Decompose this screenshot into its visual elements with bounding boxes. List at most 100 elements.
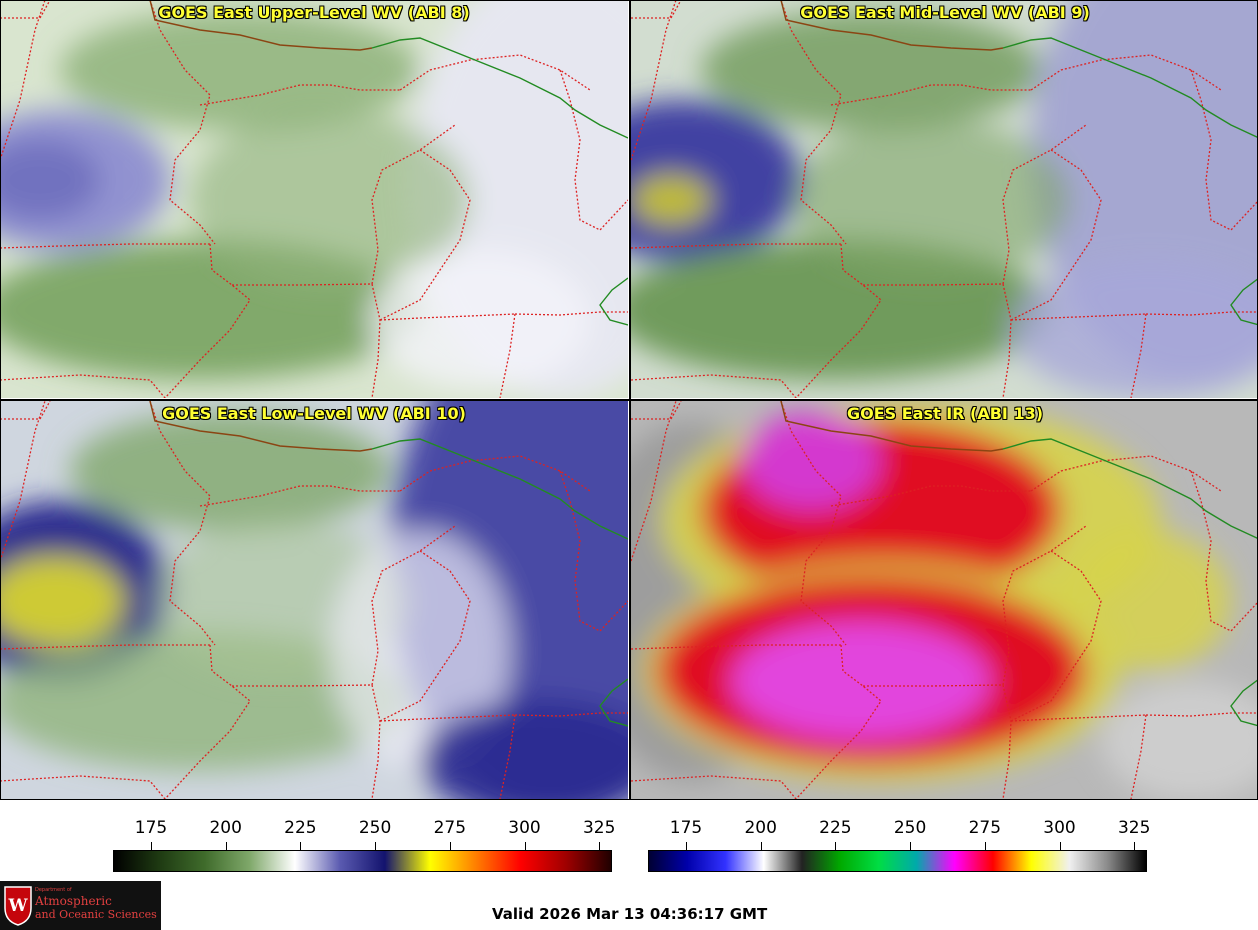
logo-line1: Atmospheric bbox=[35, 894, 112, 908]
state-boundary bbox=[1190, 69, 1258, 231]
state-boundary bbox=[0, 0, 51, 19]
panel-divider-horizontal bbox=[0, 399, 1258, 401]
colorbar-tick-label: 325 bbox=[1117, 818, 1151, 838]
map-mid-level-wv bbox=[631, 0, 1258, 398]
state-boundary bbox=[631, 374, 797, 398]
cloud-feature bbox=[0, 556, 125, 646]
state-boundary bbox=[795, 644, 882, 799]
colorbar-tick-mark bbox=[300, 842, 302, 850]
colorbar-tick-mark bbox=[910, 842, 912, 850]
logo-line2: and Oceanic Sciences bbox=[35, 908, 157, 921]
colorbar-tick-mark bbox=[225, 842, 227, 850]
panel-ir: GOES East IR (ABI 13) bbox=[631, 401, 1258, 799]
state-boundary bbox=[1002, 124, 1087, 285]
map-upper-level-wv bbox=[0, 0, 628, 398]
ir-colorbar-ticks: 175 200 225 250 275 300 325 bbox=[648, 818, 1150, 850]
colorbar-tick-mark bbox=[151, 842, 152, 850]
valid-time: Valid 2026 Mar 13 04:36:17 GMT bbox=[492, 905, 768, 923]
colorbar-tick-label: 200 bbox=[209, 818, 242, 838]
colorbar-tick-mark bbox=[1059, 842, 1061, 850]
colorbar-tick-label: 225 bbox=[284, 818, 317, 838]
cloud-feature bbox=[0, 140, 100, 220]
colorbar-tick-mark bbox=[375, 842, 377, 850]
state-boundary bbox=[1145, 311, 1258, 316]
uw-crest-icon: W bbox=[4, 886, 32, 926]
state-boundary bbox=[1030, 455, 1222, 492]
state-boundary bbox=[1010, 714, 1147, 722]
coast-boundary bbox=[599, 678, 628, 727]
colorbar-tick-label: 175 bbox=[669, 818, 703, 838]
state-boundary bbox=[1130, 313, 1147, 398]
state-boundary bbox=[631, 775, 797, 799]
state-boundary bbox=[499, 714, 516, 799]
coast-boundary bbox=[599, 277, 628, 326]
colorbar-tick-mark bbox=[449, 842, 451, 850]
colorbar-tick-label: 250 bbox=[893, 818, 927, 838]
cloud-feature bbox=[791, 120, 1071, 280]
state-boundary bbox=[795, 243, 882, 398]
country-boundary bbox=[149, 0, 373, 51]
ir-colorbar bbox=[648, 850, 1147, 872]
panel-low-level-wv: GOES East Low-Level WV (ABI 10) bbox=[0, 401, 628, 799]
colorbar-tick-label: 225 bbox=[819, 818, 852, 838]
coast-boundary bbox=[1230, 277, 1258, 326]
state-boundary bbox=[379, 714, 516, 722]
wv-colorbar-ticks: 175 200 225 250 275 300 325 bbox=[113, 818, 615, 850]
state-boundary bbox=[232, 283, 381, 398]
cloud-feature bbox=[190, 110, 470, 290]
state-boundary bbox=[499, 313, 516, 398]
state-boundary bbox=[631, 0, 677, 161]
state-boundary bbox=[1145, 712, 1258, 717]
state-boundary bbox=[631, 401, 677, 562]
wv-colorbar bbox=[113, 850, 612, 872]
panel-upper-level-wv: GOES East Upper-Level WV (ABI 8) bbox=[0, 0, 628, 398]
state-boundary bbox=[371, 124, 456, 285]
panel-title-ir: GOES East IR (ABI 13) bbox=[846, 404, 1044, 423]
state-boundary bbox=[0, 401, 51, 420]
cloud-feature bbox=[741, 411, 881, 511]
state-boundary bbox=[631, 0, 682, 19]
country-boundary bbox=[149, 401, 373, 452]
country-boundary bbox=[780, 401, 1004, 452]
panel-title-upper: GOES East Upper-Level WV (ABI 8) bbox=[158, 3, 470, 22]
cloud-feature bbox=[701, 10, 1041, 130]
state-boundary bbox=[514, 311, 628, 316]
state-boundary bbox=[232, 684, 381, 799]
cloud-feature bbox=[1101, 681, 1258, 799]
state-boundary bbox=[399, 54, 591, 91]
imagery-layer bbox=[0, 401, 628, 799]
canada-boundary bbox=[1002, 37, 1258, 139]
state-boundary bbox=[863, 283, 1012, 398]
state-boundary bbox=[0, 401, 46, 562]
colorbar-tick-mark bbox=[760, 842, 762, 850]
colorbar-tick-label: 325 bbox=[582, 818, 616, 838]
state-boundary bbox=[559, 69, 628, 231]
cloud-feature bbox=[731, 621, 991, 741]
canada-boundary bbox=[1002, 438, 1258, 540]
imagery-layer bbox=[631, 0, 1258, 398]
state-boundary bbox=[559, 470, 628, 632]
map-ir bbox=[631, 401, 1258, 799]
cloud-feature bbox=[1071, 531, 1231, 671]
imagery-layer bbox=[631, 401, 1258, 799]
colorbar-tick-mark bbox=[524, 842, 526, 850]
state-boundary bbox=[0, 0, 46, 161]
canada-boundary bbox=[371, 37, 628, 139]
cloud-feature bbox=[370, 250, 590, 390]
state-boundary bbox=[1030, 54, 1222, 91]
colorbar-tick-mark bbox=[984, 842, 986, 850]
map-low-level-wv bbox=[0, 401, 628, 799]
state-boundary bbox=[1190, 470, 1258, 632]
state-boundary bbox=[631, 401, 682, 420]
logo-dept-text: Department of bbox=[35, 887, 72, 893]
state-boundary bbox=[379, 550, 471, 722]
aos-logo[interactable]: W Department of Atmospheric and Oceanic … bbox=[0, 881, 161, 930]
colorbar-tick-label: 200 bbox=[744, 818, 777, 838]
state-boundary bbox=[379, 149, 471, 321]
state-boundary bbox=[1010, 313, 1147, 321]
coast-boundary bbox=[1230, 678, 1258, 727]
colorbar-tick-label: 300 bbox=[508, 818, 541, 838]
state-boundary bbox=[379, 313, 516, 321]
cloud-feature bbox=[60, 10, 420, 130]
state-boundary bbox=[164, 644, 251, 799]
